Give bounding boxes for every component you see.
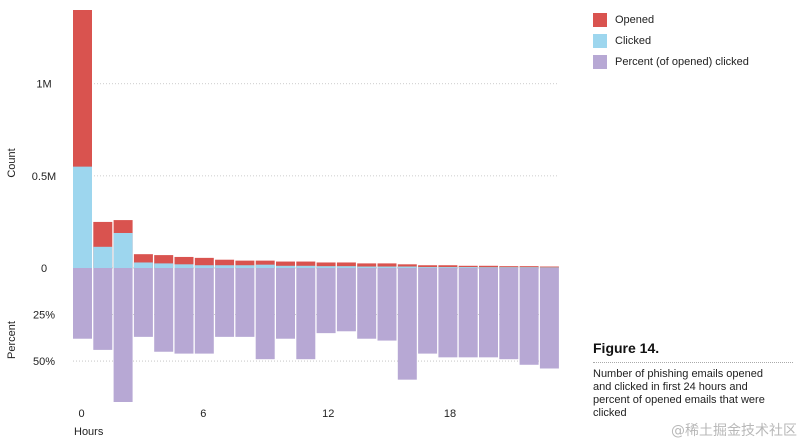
bar-clicked <box>73 166 92 268</box>
bar-percent <box>276 268 295 339</box>
bar-percent <box>93 268 113 350</box>
bar-opened <box>316 262 336 268</box>
bar-opened <box>235 260 255 268</box>
figure-caption: Number of phishing emails opened and cli… <box>593 368 765 419</box>
legend-label-percent: Percent (of opened) clicked <box>615 55 749 68</box>
bar-opened <box>174 256 194 268</box>
bar-opened <box>215 259 235 268</box>
bar-opened <box>357 263 377 268</box>
bar-opened <box>418 265 438 268</box>
x-tick-label: 6 <box>200 408 206 420</box>
y-tick-label-percent: 25% <box>33 310 55 322</box>
bar-clicked <box>336 266 356 268</box>
bar-opened <box>479 265 498 268</box>
bar-clicked <box>499 267 519 268</box>
bar-percent <box>479 268 498 358</box>
bar-opened <box>194 257 214 268</box>
x-tick-label: 12 <box>322 408 334 420</box>
bar-percent <box>418 268 438 354</box>
bar-clicked <box>519 267 539 268</box>
bar-clicked <box>397 266 417 268</box>
bar-clicked <box>438 267 458 268</box>
bar-percent <box>154 268 174 352</box>
watermark: @稀土掘金技术社区 <box>671 423 797 439</box>
bar-opened <box>438 265 458 268</box>
bar-percent <box>174 268 194 354</box>
bar-opened <box>336 262 356 268</box>
bar-clicked <box>357 266 377 268</box>
bar-clicked <box>113 232 133 268</box>
bar-opened <box>519 266 539 268</box>
bar-clicked <box>296 265 316 268</box>
bar-clicked <box>458 267 478 268</box>
figure-divider <box>593 362 793 363</box>
legend-label-opened: Opened <box>615 13 655 26</box>
legend-swatch-clicked <box>593 33 607 48</box>
bars <box>73 10 559 402</box>
tick-labels: 0 0.5M 1M 25% 50% 0 6 12 18 <box>32 79 456 420</box>
bar-clicked <box>133 262 153 268</box>
legend-item-opened: Opened <box>593 9 749 30</box>
bar-percent <box>397 268 417 380</box>
bar-percent <box>316 268 336 334</box>
bar-percent <box>377 268 397 341</box>
bar-percent <box>336 268 356 332</box>
bar-percent <box>194 268 214 354</box>
bar-percent <box>215 268 235 337</box>
y-tick-label-percent: 50% <box>33 356 55 368</box>
x-axis-title: Hours <box>74 426 104 438</box>
bar-opened <box>255 260 275 268</box>
legend-swatch-opened <box>593 12 607 27</box>
bar-percent <box>458 268 478 358</box>
bar-opened <box>397 264 417 268</box>
legend-item-clicked: Clicked <box>593 30 749 51</box>
y-axis-title-percent: Percent <box>6 321 18 359</box>
bar-clicked <box>539 267 559 268</box>
bar-clicked <box>93 246 113 268</box>
y-axis-title-count: Count <box>6 148 18 177</box>
bar-opened <box>377 263 397 268</box>
y-tick-label-count: 1M <box>36 79 51 91</box>
bar-clicked <box>174 264 194 268</box>
bar-clicked <box>194 265 214 268</box>
bar-percent <box>539 268 559 369</box>
bar-percent <box>519 268 539 365</box>
bar-clicked <box>316 266 336 268</box>
bar-clicked <box>255 264 275 268</box>
bar-percent <box>133 268 153 337</box>
figure-title: Figure 14. <box>593 340 660 356</box>
y-tick-label-count: 0.5M <box>32 171 56 183</box>
bar-opened <box>499 266 519 268</box>
bar-clicked <box>276 265 295 268</box>
bar-percent <box>438 268 458 358</box>
bar-percent <box>255 268 275 360</box>
bar-opened <box>276 261 295 268</box>
bar-percent <box>113 268 133 402</box>
bar-percent <box>235 268 255 337</box>
bar-percent <box>296 268 316 360</box>
legend: Opened Clicked Percent (of opened) click… <box>593 9 749 72</box>
bar-clicked <box>215 265 235 268</box>
bar-clicked <box>479 267 498 268</box>
x-tick-label: 18 <box>444 408 456 420</box>
bar-clicked <box>377 266 397 268</box>
legend-item-percent: Percent (of opened) clicked <box>593 51 749 72</box>
bar-clicked <box>418 267 438 268</box>
x-tick-label: 0 <box>79 408 85 420</box>
legend-label-clicked: Clicked <box>615 34 652 47</box>
y-tick-label-count: 0 <box>41 263 47 275</box>
bar-percent <box>357 268 377 339</box>
bar-percent <box>73 268 92 339</box>
bar-opened <box>539 266 559 268</box>
figure-caption-box: Figure 14. Number of phishing emails ope… <box>593 340 793 420</box>
bar-clicked <box>154 263 174 268</box>
bar-percent <box>499 268 519 360</box>
bar-opened <box>296 261 316 268</box>
legend-swatch-percent <box>593 54 607 69</box>
bar-clicked <box>235 265 255 268</box>
bar-opened <box>458 265 478 268</box>
